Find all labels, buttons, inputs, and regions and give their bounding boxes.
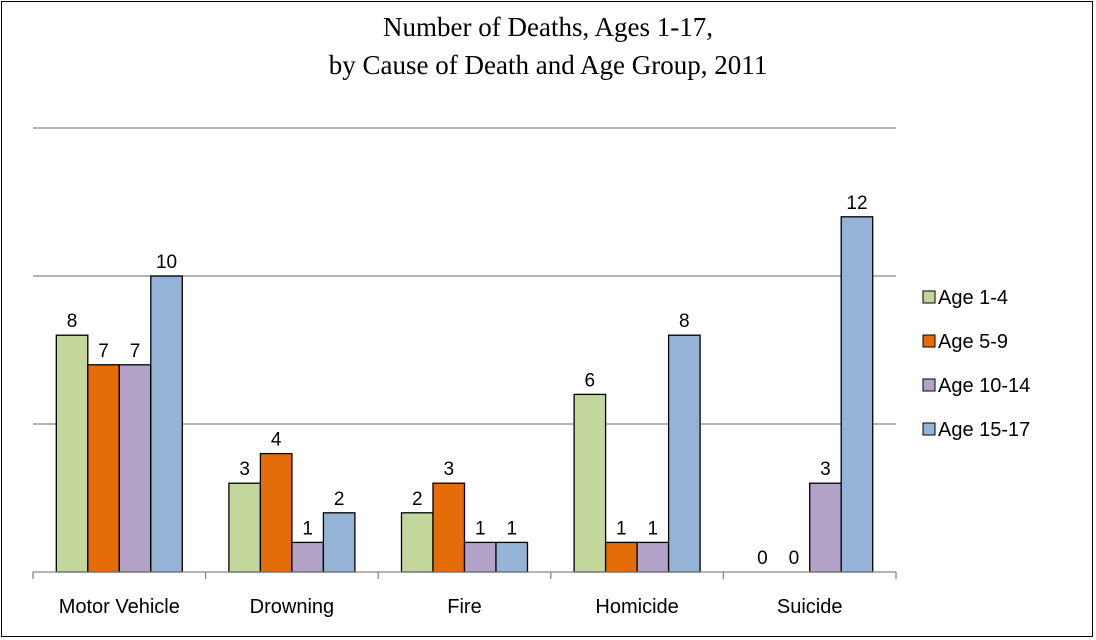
- data-label: 7: [130, 341, 141, 362]
- data-label: 1: [506, 518, 517, 539]
- data-label: 1: [302, 518, 313, 539]
- data-label: 2: [412, 489, 423, 510]
- bar: [322, 512, 356, 573]
- data-label: 8: [679, 311, 690, 332]
- category-label: Suicide: [777, 596, 843, 618]
- legend-label: Age 15-17: [938, 419, 1030, 441]
- data-label: 4: [271, 430, 282, 451]
- bar: [228, 482, 262, 573]
- data-label: 3: [443, 459, 454, 480]
- category-label: Fire: [447, 596, 481, 618]
- bar: [150, 275, 183, 573]
- bar: [118, 364, 152, 573]
- legend-swatch: [922, 290, 936, 304]
- chart-title-line-2: by Cause of Death and Age Group, 2011: [328, 50, 768, 80]
- bar: [291, 541, 325, 573]
- category-label: Homicide: [595, 596, 678, 618]
- data-label: 7: [98, 341, 109, 362]
- chart-title: Number of Deaths, Ages 1-17, by Cause of…: [2, 8, 1094, 84]
- data-label: 0: [789, 548, 800, 569]
- data-label: 10: [156, 252, 177, 273]
- legend-swatch: [922, 334, 936, 348]
- data-label: 6: [585, 370, 596, 391]
- category-label: Motor Vehicle: [59, 596, 180, 618]
- legend-label: Age 10-14: [938, 375, 1030, 397]
- bar: [259, 452, 293, 573]
- legend-label: Age 1-4: [938, 287, 1008, 309]
- bar: [809, 482, 842, 573]
- category-label: Drowning: [250, 596, 334, 618]
- bar: [463, 541, 497, 573]
- legend: Age 1-4 Age 5-9 Age 10-14 Age 15-17: [922, 287, 1030, 441]
- data-label: 3: [820, 459, 831, 480]
- legend-swatch: [922, 422, 936, 436]
- bar: [400, 512, 434, 573]
- legend-label: Age 5-9: [938, 331, 1008, 353]
- legend-swatch: [922, 378, 936, 392]
- bar: [573, 393, 607, 573]
- data-label: 8: [67, 311, 78, 332]
- data-label: 0: [757, 548, 768, 569]
- data-label: 2: [334, 489, 345, 510]
- data-label: 3: [239, 459, 250, 480]
- bar: [840, 216, 874, 573]
- bar: [87, 364, 120, 573]
- data-label: 12: [846, 193, 867, 214]
- bar: [604, 541, 638, 573]
- bar: [636, 541, 670, 573]
- data-label: 1: [616, 518, 627, 539]
- chart-title-line-1: Number of Deaths, Ages 1-17,: [383, 12, 713, 42]
- bar: [432, 482, 466, 573]
- data-label: 1: [475, 518, 486, 539]
- bar: [667, 334, 701, 573]
- bar: [495, 541, 529, 573]
- data-label: 1: [648, 518, 659, 539]
- bar: [55, 334, 89, 573]
